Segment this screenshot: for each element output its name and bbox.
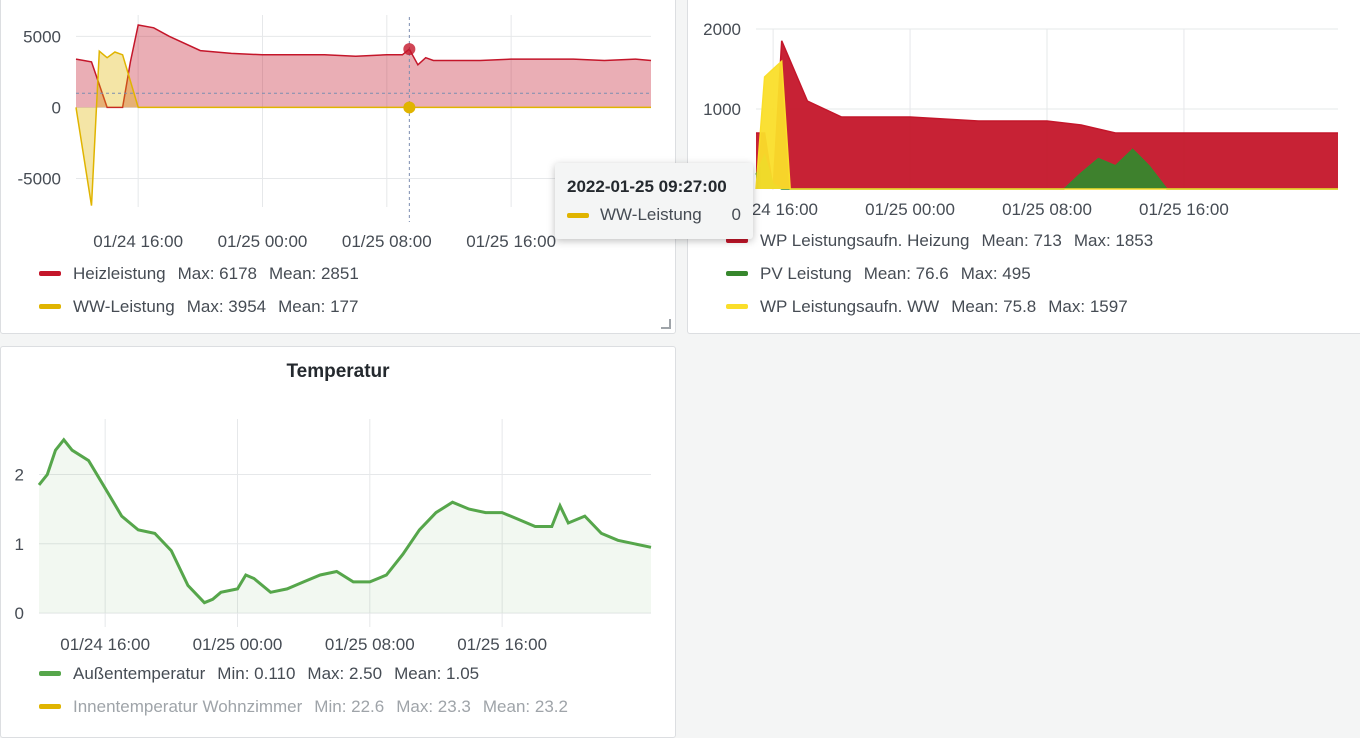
legend-stat: Mean: 1.05 (394, 664, 479, 684)
y-tick-label: 2 (15, 465, 24, 484)
hover-point-heizleistung (403, 43, 415, 55)
y-tick-label: 1000 (703, 100, 741, 119)
legend-stat: Min: 22.6 (314, 697, 384, 717)
tooltip-time: 2022-01-25 09:27:00 (567, 177, 727, 197)
legend-series-name[interactable]: Außentemperatur (73, 664, 205, 684)
legend-series-name[interactable]: WP Leistungsaufn. Heizung (760, 231, 969, 251)
legend-item[interactable]: PV Leistung Mean: 76.6 Max: 495 (726, 257, 1165, 290)
legend-swatch (39, 704, 61, 709)
panel-resize-handle-icon[interactable] (661, 319, 671, 329)
legend-stat: Mean: 23.2 (483, 697, 568, 717)
heizleistung-legend: Heizleistung Max: 6178 Mean: 2851 WW-Leistu… (39, 257, 371, 323)
temperatur-chart[interactable]: 2 1 0 01/24 16:00 01/25 00:00 01/25 08:00 01/2… (1, 347, 675, 667)
x-tick-label: 01/25 00:00 (218, 232, 308, 251)
x-tick-label: 01/24 16:00 (93, 232, 183, 251)
x-tick-label: 01/25 08:00 (1002, 200, 1092, 219)
x-tick-label: 01/25 16:00 (1139, 200, 1229, 219)
legend-stat: Max: 1853 (1074, 231, 1153, 251)
legend-item[interactable]: WP Leistungsaufn. WW Mean: 75.8 Max: 1597 (726, 290, 1165, 323)
tooltip-series-swatch (567, 213, 589, 218)
y-tick-label: 0 (52, 98, 61, 117)
legend-swatch (726, 304, 748, 309)
legend-stat: Max: 2.50 (307, 664, 382, 684)
legend-stat: Max: 1597 (1048, 297, 1127, 317)
y-tick-label: 2000 (703, 20, 741, 39)
x-tick-label: 01/25 16:00 (457, 635, 547, 654)
legend-stat: Mean: 2851 (269, 264, 359, 284)
legend-stat: Max: 23.3 (396, 697, 471, 717)
legend-item[interactable]: Heizleistung Max: 6178 Mean: 2851 (39, 257, 371, 290)
y-tick-label: 0 (15, 604, 24, 623)
y-tick-label: 1 (15, 535, 24, 554)
x-tick-label: 01/25 16:00 (466, 232, 556, 251)
x-tick-label: 01/25 08:00 (342, 232, 432, 251)
legend-stat: Max: 3954 (187, 297, 266, 317)
legend-item[interactable]: WW-Leistung Max: 3954 Mean: 177 (39, 290, 371, 323)
tooltip-series-name: WW-Leistung (600, 205, 702, 225)
chart-tooltip: 2022-01-25 09:27:00 WW-Leistung 0 (555, 163, 753, 239)
tooltip-value: 0 (732, 205, 741, 225)
legend-series-name[interactable]: WW-Leistung (73, 297, 175, 317)
wp-leistung-legend: WP Leistungsaufn. Heizung Mean: 713 Max: 1… (726, 224, 1165, 323)
legend-stat: Mean: 713 (981, 231, 1061, 251)
x-tick-label: 01/25 08:00 (325, 635, 415, 654)
temperatur-legend: Außentemperatur Min: 0.110 Max: 2.50 Mean: … (39, 657, 580, 723)
legend-series-name[interactable]: Heizleistung (73, 264, 166, 284)
series-area-heizleistung (76, 25, 651, 107)
legend-stat: Mean: 75.8 (951, 297, 1036, 317)
legend-swatch (726, 271, 748, 276)
legend-swatch (39, 304, 61, 309)
legend-swatch (39, 271, 61, 276)
legend-item[interactable]: WP Leistungsaufn. Heizung Mean: 713 Max: 1… (726, 224, 1165, 257)
legend-series-name[interactable]: Innentemperatur Wohnzimmer (73, 697, 302, 717)
legend-item[interactable]: Außentemperatur Min: 0.110 Max: 2.50 Mean: … (39, 657, 580, 690)
series-area-au-entemperatur (39, 440, 651, 613)
legend-stat: Max: 6178 (178, 264, 257, 284)
y-tick-label: 5000 (23, 27, 61, 46)
tooltip-row: WW-Leistung 0 (567, 205, 741, 225)
y-tick-label: -5000 (18, 170, 61, 189)
legend-item[interactable]: Innentemperatur Wohnzimmer Min: 22.6 Max: … (39, 690, 580, 723)
legend-stat: Mean: 177 (278, 297, 358, 317)
legend-stat: Min: 0.110 (217, 664, 295, 684)
x-tick-label: 01/25 00:00 (193, 635, 283, 654)
legend-series-name[interactable]: PV Leistung (760, 264, 852, 284)
legend-series-name[interactable]: WP Leistungsaufn. WW (760, 297, 939, 317)
hover-point-ww-leistung (403, 101, 415, 113)
x-tick-label: 01/24 16:00 (60, 635, 150, 654)
x-tick-label: 01/25 00:00 (865, 200, 955, 219)
legend-stat: Mean: 76.6 (864, 264, 949, 284)
legend-swatch (39, 671, 61, 676)
legend-stat: Max: 495 (961, 264, 1031, 284)
